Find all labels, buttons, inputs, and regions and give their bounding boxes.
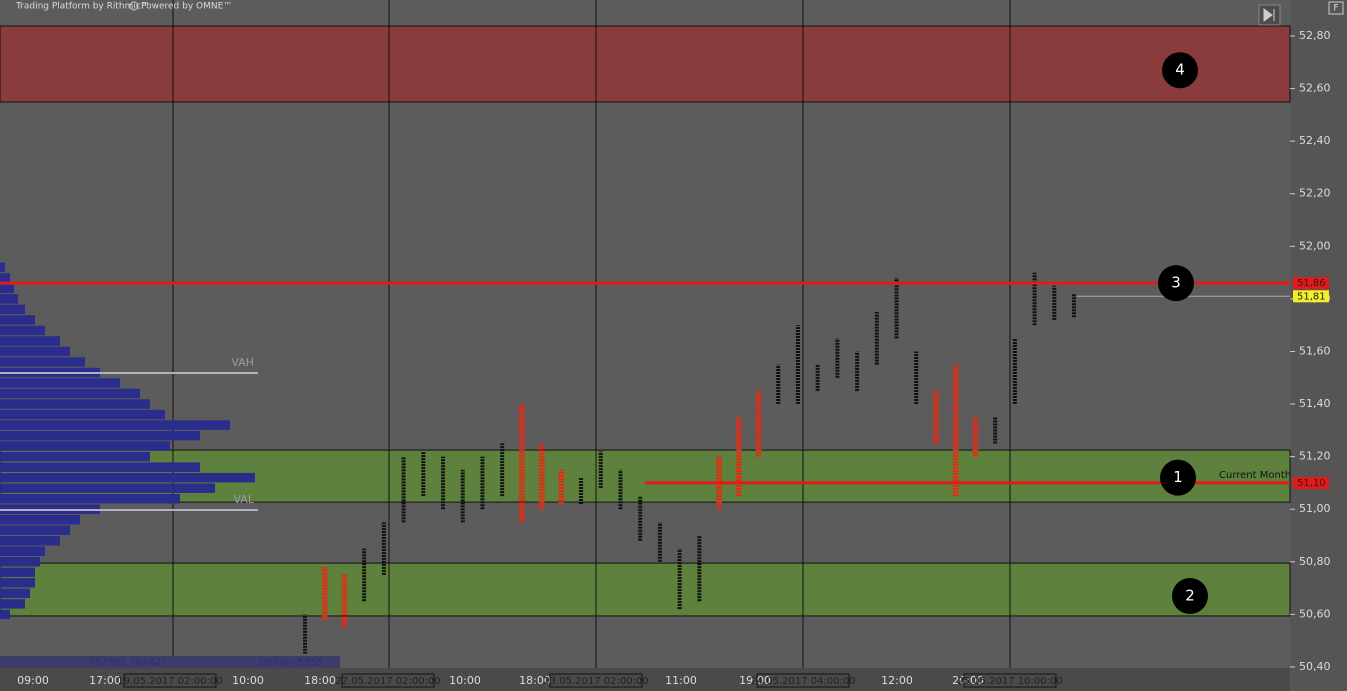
vertical-grid (172, 0, 1011, 668)
profile-bar (0, 262, 5, 273)
x-tick-label: 10:00 (449, 674, 481, 687)
profile-bar (0, 546, 45, 557)
x-tick-label: 11:00 (665, 674, 697, 687)
level-note: Current Month (1219, 470, 1291, 481)
profile-bar (0, 388, 140, 399)
zone-marker-label: 1 (1173, 468, 1183, 486)
zone-marker (1158, 265, 1194, 302)
corner-label: F (1333, 4, 1338, 14)
delta-box (0, 656, 340, 668)
powered-label: Powered by OMNE™ (141, 2, 232, 12)
x-tick-label: 22.05.2017 02:00:00 (335, 676, 440, 687)
zone-marker (1162, 52, 1198, 89)
y-tick-label: 52,00 (1299, 239, 1331, 252)
date-box (341, 673, 435, 688)
zone-marker-label: 4 (1175, 61, 1185, 79)
profile-bar (0, 472, 255, 483)
profile-bar (0, 325, 45, 336)
date-box (963, 673, 1057, 688)
y-tick-label: 50,80 (1299, 555, 1331, 568)
zone-marker-label: 2 (1185, 586, 1195, 604)
y-tick-label: 52,60 (1299, 82, 1331, 95)
value-area-label: VAH (231, 356, 254, 369)
profile-bar (0, 283, 14, 294)
profile-bar (0, 567, 35, 578)
x-tick-label: 10:00 (232, 674, 264, 687)
y-tick-label: 50,40 (1299, 660, 1331, 673)
price-tag (1293, 277, 1329, 290)
profile-bar (0, 599, 25, 609)
x-tick-label: 23.05.2017 02:00:00 (543, 676, 648, 687)
profile-bar (0, 357, 85, 367)
plot-background (0, 0, 1290, 668)
profile-bar (0, 462, 200, 472)
profile-bar (0, 609, 10, 620)
x-tick-label: 18:00 (519, 674, 551, 687)
zone (0, 562, 1291, 617)
x-tick-label: 25.05.2017 10:00:00 (957, 676, 1062, 687)
zone-marker (1172, 577, 1208, 614)
profile-bar (0, 451, 150, 462)
profile-bar (0, 578, 35, 588)
profile-bar (0, 399, 150, 409)
scroll-end-icon (1263, 8, 1275, 22)
profile-bar (0, 525, 70, 536)
price-tag-label: 51,86 (1297, 278, 1326, 289)
y-tick-label: 51,20 (1299, 450, 1331, 463)
y-tick-label: 52,20 (1299, 187, 1331, 200)
profile-bar (0, 304, 25, 315)
totals-label: 767982 762427 (88, 657, 168, 668)
x-tick-label: 12:00 (881, 674, 913, 687)
value-area-label: VAL (234, 493, 255, 506)
zone (0, 449, 1291, 503)
profile-bar (0, 409, 165, 420)
profile-bar (0, 315, 35, 325)
y-tick-label: 51,40 (1299, 397, 1331, 410)
profile-bar (0, 441, 170, 451)
x-tick-label: 24.05.2017 04:00:00 (750, 676, 855, 687)
profile-bar (0, 346, 70, 357)
price-tag-label: 51,10 (1297, 478, 1326, 489)
x-tick-label: 09:00 (17, 674, 49, 687)
x-tick-label: 17:00 (89, 674, 121, 687)
profile-bar (0, 430, 200, 441)
profile-bar (0, 483, 215, 493)
platform-label: Trading Platform by Rithmic™ (15, 2, 150, 12)
price-tag (1293, 476, 1329, 489)
profile-bar (0, 536, 60, 546)
date-box (549, 673, 643, 688)
price-tag-label: 51,81 (1297, 291, 1326, 302)
corner-button[interactable] (1328, 1, 1344, 15)
profile-bar (0, 557, 40, 567)
price-tag (1293, 290, 1329, 303)
profile-bar (0, 378, 120, 388)
profile-bar (0, 588, 30, 599)
x-tick-label: 18:00 (304, 674, 336, 687)
zone-marker-label: 3 (1171, 274, 1181, 292)
zone-marker (1160, 459, 1196, 496)
profile-bar (0, 493, 180, 504)
y-tick-label: 51,60 (1299, 344, 1331, 357)
x-tick-label: 19:00 (739, 674, 771, 687)
y-tick-label: 52,40 (1299, 134, 1331, 147)
y-tick-label: 50,60 (1299, 607, 1331, 620)
x-tick-label: 20:00 (952, 674, 984, 687)
profile-bar (0, 273, 10, 283)
delta-label: Delta=-5555 (259, 657, 323, 668)
profile-bar (0, 294, 18, 304)
profile-bar (0, 514, 80, 525)
zone (0, 25, 1291, 103)
date-box (756, 673, 850, 688)
profile-bar (0, 336, 60, 346)
x-tick-label: 19.05.2017 02:00:00 (117, 676, 222, 687)
price-axis-background (1290, 0, 1347, 691)
profile-bar (0, 420, 230, 430)
omne-icon (129, 1, 139, 11)
date-box (123, 673, 217, 688)
y-tick-label: 51,00 (1299, 502, 1331, 515)
y-tick-label: 52,80 (1299, 29, 1331, 42)
